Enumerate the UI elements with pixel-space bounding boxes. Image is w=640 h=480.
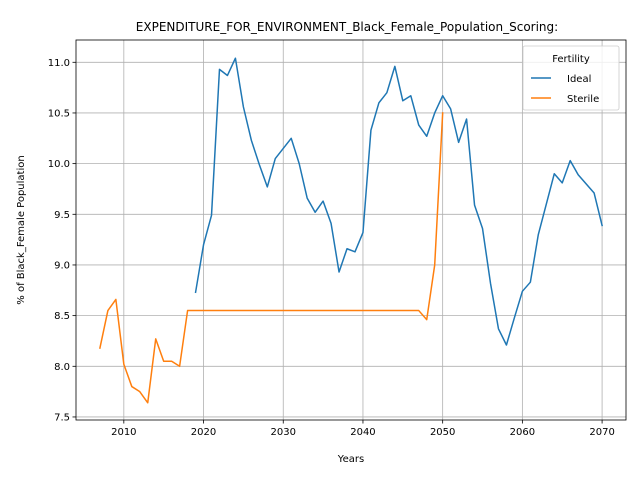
y-tick-label: 10.5: [48, 108, 70, 119]
legend: Fertility Ideal Sterile: [522, 45, 620, 111]
y-tick-label: 9.0: [54, 260, 70, 271]
plot-frame: [75, 39, 627, 421]
y-axis-label: % of Black_Female Population: [16, 155, 27, 304]
legend-label-sterile: Sterile: [567, 94, 599, 105]
x-axis-ticks: 2010 2020 2030 2040 2050 2060 2070: [111, 420, 615, 438]
series-line-ideal: [194, 57, 603, 346]
y-tick-label: 10.0: [48, 159, 70, 170]
x-tick-label: 2070: [589, 427, 614, 438]
x-tick-label: 2040: [350, 427, 375, 438]
chart-title: EXPENDITURE_FOR_ENVIRONMENT_Black_Female…: [136, 20, 558, 34]
y-axis-ticks: 7.5 8.0 8.5 9.0 9.5 10.0 10.5 11.0: [48, 58, 76, 423]
grid-lines: [76, 40, 626, 420]
y-tick-label: 11.0: [48, 58, 70, 69]
x-axis-label: Years: [337, 454, 364, 465]
legend-title: Fertility: [552, 54, 590, 65]
legend-label-ideal: Ideal: [567, 74, 591, 85]
y-tick-label: 9.5: [54, 210, 70, 221]
y-tick-label: 8.0: [54, 362, 70, 373]
x-tick-label: 2060: [510, 427, 535, 438]
y-tick-label: 8.5: [54, 311, 70, 322]
x-tick-label: 2030: [271, 427, 296, 438]
x-tick-label: 2020: [191, 427, 216, 438]
series-line-sterile: [99, 112, 444, 404]
x-tick-label: 2010: [111, 427, 136, 438]
series-lines: [99, 57, 603, 404]
y-tick-label: 7.5: [54, 412, 70, 423]
x-tick-label: 2050: [430, 427, 455, 438]
legend-box: [522, 45, 620, 111]
